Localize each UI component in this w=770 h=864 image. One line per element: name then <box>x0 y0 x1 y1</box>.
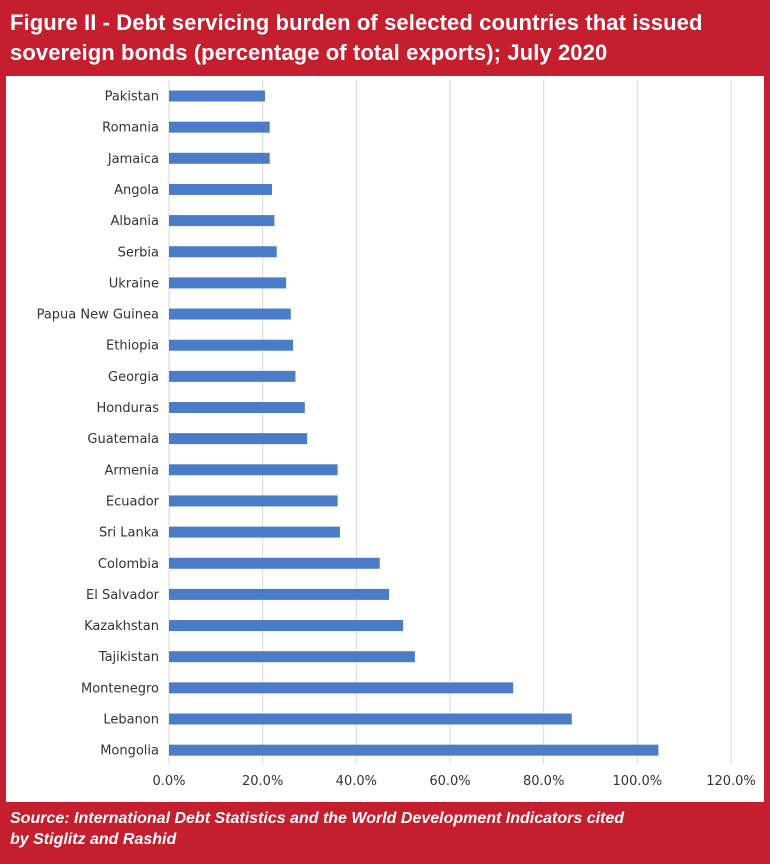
bar-tajikistan <box>169 651 415 663</box>
bar-ecuador <box>169 495 338 507</box>
category-label: Ecuador <box>106 494 160 509</box>
figure-header: Figure II - Debt servicing burden of sel… <box>0 0 770 76</box>
figure-title-line-1: Figure II - Debt servicing burden of sel… <box>10 10 703 35</box>
category-label: Serbia <box>118 245 159 260</box>
chart-panel: Pakistan Romania Jamaica Angola Albania Serbi… <box>6 76 764 802</box>
category-label: Albania <box>110 214 159 229</box>
category-label: Tajikistan <box>98 650 159 665</box>
category-label: Colombia <box>98 557 159 572</box>
bar-romania <box>169 121 270 133</box>
category-label: Romania <box>102 121 159 136</box>
bar-jamaica <box>169 152 270 164</box>
category-label: Sri Lanka <box>99 526 159 541</box>
category-label: Mongolia <box>100 744 159 759</box>
x-tick-label: 80.0% <box>523 774 564 789</box>
bar-kazakhstan <box>169 620 404 632</box>
bar-montenegro <box>169 682 514 694</box>
bar-sri-lanka <box>169 526 340 538</box>
category-label: Montenegro <box>81 681 159 696</box>
category-label: Jamaica <box>107 152 159 167</box>
bar-pakistan <box>169 90 266 102</box>
category-label: El Salvador <box>86 588 160 603</box>
bar-serbia <box>169 246 277 258</box>
x-tick-label: 60.0% <box>429 774 470 789</box>
bar-lebanon <box>169 713 572 725</box>
x-tick-label: 120.0% <box>706 774 756 789</box>
bar-ethiopia <box>169 339 294 351</box>
bar-armenia <box>169 464 338 476</box>
bar-el-salvador <box>169 588 390 600</box>
x-tick-label: 40.0% <box>336 774 377 789</box>
bar-ukraine <box>169 277 287 289</box>
source-line-2: by Stiglitz and Rashid <box>10 831 177 848</box>
bar-colombia <box>169 557 380 569</box>
category-label: Guatemala <box>87 432 159 447</box>
bar-papua-new-guinea <box>169 308 291 320</box>
category-label: Ukraine <box>109 276 159 291</box>
figure-title-line-2: sovereign bonds (percentage of total exp… <box>10 40 608 65</box>
x-tick-label: 0.0% <box>152 774 185 789</box>
bar-albania <box>169 215 275 227</box>
x-tick-label: 100.0% <box>613 774 663 789</box>
category-label: Kazakhstan <box>84 619 159 634</box>
category-label: Lebanon <box>103 713 159 728</box>
category-label: Papua New Guinea <box>37 308 159 323</box>
category-label: Honduras <box>96 401 159 416</box>
bar-angola <box>169 183 273 195</box>
bar-mongolia <box>169 744 659 756</box>
bar-guatemala <box>169 433 308 445</box>
x-tick-label: 20.0% <box>242 774 283 789</box>
figure-footer: Source: International Debt Statistics an… <box>0 802 770 864</box>
category-label: Angola <box>114 183 159 198</box>
bar-honduras <box>169 402 305 413</box>
bar-georgia <box>169 370 296 382</box>
category-label: Georgia <box>108 370 159 385</box>
category-label: Ethiopia <box>106 339 159 354</box>
bar-chart: Pakistan Romania Jamaica Angola Albania Serbi… <box>37 80 756 789</box>
category-label: Pakistan <box>105 90 159 105</box>
category-label: Armenia <box>105 463 160 478</box>
source-line-1: Source: International Debt Statistics an… <box>10 810 625 827</box>
